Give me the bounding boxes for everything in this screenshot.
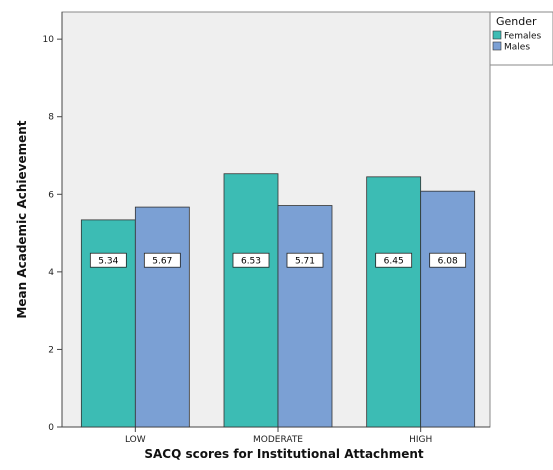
data-label-box [232,252,270,268]
data-label-box [143,252,181,268]
data-label-box [375,252,413,268]
bar-males-high [420,190,476,428]
y-tick-label: 4 [48,268,54,278]
y-tick-label: 6 [48,190,54,200]
legend-label-females: Females [504,32,542,42]
bar-females-low [80,219,136,428]
data-label: 5.71 [295,257,315,267]
y-tick-label: 8 [48,113,54,123]
x-tick-label: MODERATE [253,435,303,445]
legend-title: Gender [496,15,537,28]
data-label-box [89,252,127,268]
bars [80,173,476,428]
y-tick-label: 0 [48,423,54,433]
data-label: 5.67 [152,257,172,267]
data-label-box [286,252,324,268]
data-label: 6.53 [241,257,261,267]
y-tick-label: 10 [43,35,55,45]
data-label: 6.45 [384,257,404,267]
x-tick-label: LOW [125,435,146,445]
bar-males-low [134,206,190,428]
x-tick-label: HIGH [409,435,432,445]
legend-swatch-females [492,30,502,40]
y-axis: 0 2 4 6 8 10 [43,12,63,433]
legend-box [489,11,553,66]
y-tick-label: 2 [48,345,54,355]
y-axis-title: Mean Academic Achievement [15,120,29,318]
x-axis: LOW MODERATE HIGH [62,426,490,445]
bar-males-moderate [277,205,333,428]
data-label: 6.08 [438,257,458,267]
bar-females-moderate [223,173,279,428]
x-axis-title: SACQ scores for Institutional Attachment [144,447,424,461]
data-label-box [429,252,467,268]
data-label: 5.34 [98,257,118,267]
legend-label-males: Males [504,43,530,53]
bar-females-high [366,176,422,428]
legend-swatch-males [492,41,502,51]
data-labels: 5.34 5.67 6.53 5.71 6.45 6.08 [89,252,467,268]
